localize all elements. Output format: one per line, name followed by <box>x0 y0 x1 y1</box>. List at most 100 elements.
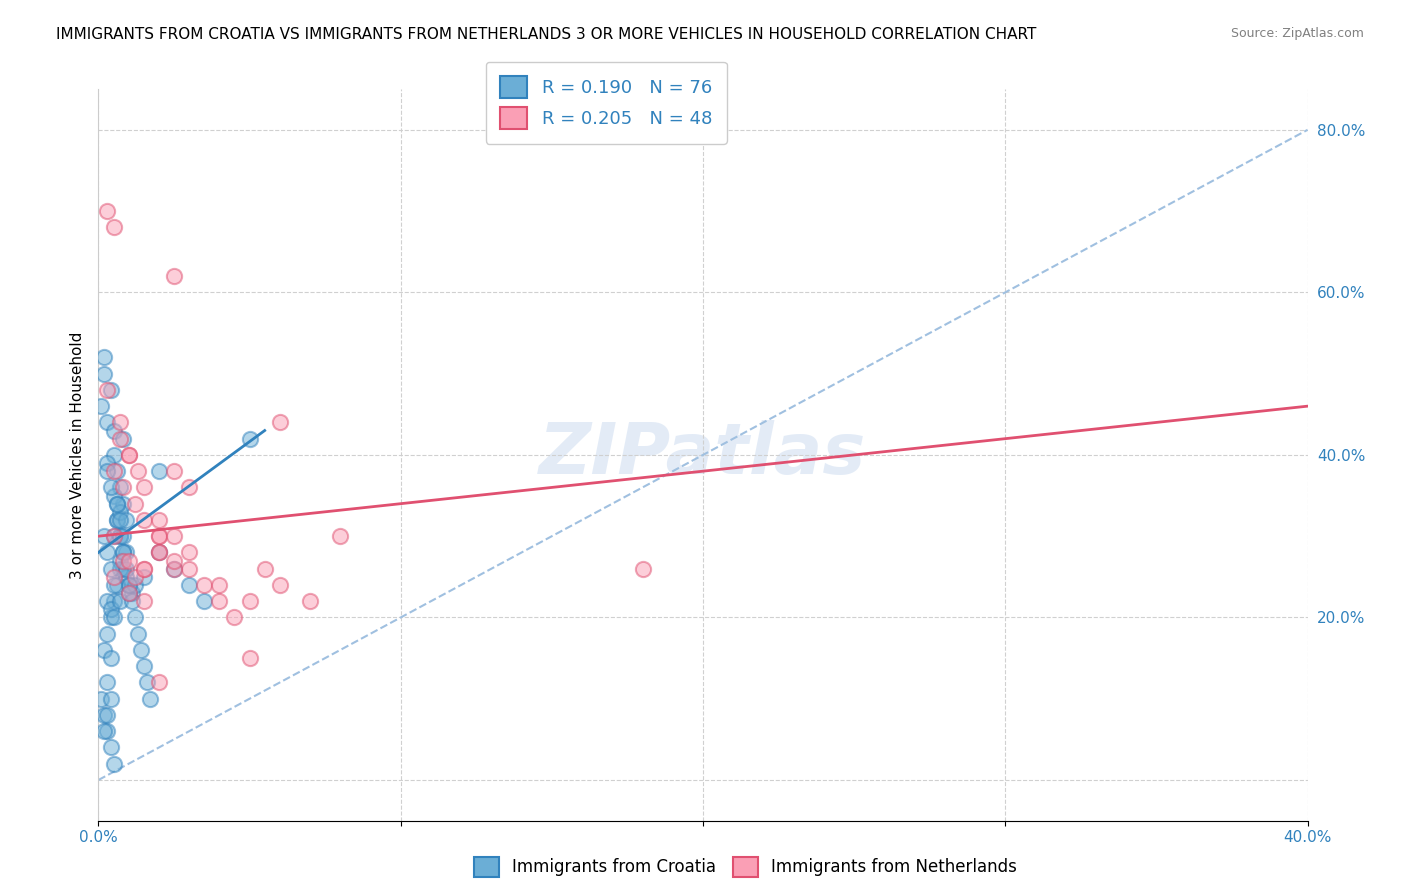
Point <box>179 578 201 592</box>
Point <box>111 529 134 543</box>
Point <box>103 529 125 543</box>
Point <box>100 480 122 494</box>
Legend: R = 0.190   N = 76, R = 0.205   N = 48: R = 0.190 N = 76, R = 0.205 N = 48 <box>486 62 727 144</box>
Point <box>329 529 352 543</box>
Point <box>100 740 122 755</box>
Point <box>239 432 262 446</box>
Point <box>105 513 128 527</box>
Point <box>148 464 170 478</box>
Point <box>93 724 115 739</box>
Point <box>108 529 131 543</box>
Point <box>121 594 143 608</box>
Point <box>90 399 112 413</box>
Point <box>103 424 125 438</box>
Point <box>179 480 201 494</box>
Point <box>163 269 186 284</box>
Point <box>114 570 136 584</box>
Text: IMMIGRANTS FROM CROATIA VS IMMIGRANTS FROM NETHERLANDS 3 OR MORE VEHICLES IN HOU: IMMIGRANTS FROM CROATIA VS IMMIGRANTS FR… <box>56 27 1036 42</box>
Point <box>163 529 186 543</box>
Point <box>127 626 149 640</box>
Point <box>129 643 152 657</box>
Text: Source: ZipAtlas.com: Source: ZipAtlas.com <box>1230 27 1364 40</box>
Point <box>148 675 170 690</box>
Point <box>96 724 118 739</box>
Point <box>105 464 128 478</box>
Point <box>105 497 128 511</box>
Point <box>111 562 134 576</box>
Point <box>179 545 201 559</box>
Point <box>193 578 215 592</box>
Point <box>631 562 654 576</box>
Point <box>114 562 136 576</box>
Point <box>108 553 131 567</box>
Point <box>105 497 128 511</box>
Point <box>108 505 131 519</box>
Point <box>108 562 131 576</box>
Point <box>93 367 115 381</box>
Point <box>108 432 131 446</box>
Point <box>118 578 141 592</box>
Point <box>132 594 155 608</box>
Point <box>253 562 276 576</box>
Point <box>96 204 118 219</box>
Point <box>96 383 118 397</box>
Point <box>148 529 170 543</box>
Point <box>100 383 122 397</box>
Point <box>108 513 131 527</box>
Point <box>208 578 231 592</box>
Point <box>105 513 128 527</box>
Point <box>111 480 134 494</box>
Point <box>132 562 155 576</box>
Point <box>269 578 291 592</box>
Point <box>124 578 146 592</box>
Point <box>96 545 118 559</box>
Text: ZIPatlas: ZIPatlas <box>540 420 866 490</box>
Point <box>163 464 186 478</box>
Point <box>100 602 122 616</box>
Point <box>163 562 186 576</box>
Point <box>118 586 141 600</box>
Point <box>96 708 118 723</box>
Point <box>108 594 131 608</box>
Point <box>103 489 125 503</box>
Point <box>163 553 186 567</box>
Point <box>193 594 215 608</box>
Point <box>124 570 146 584</box>
Point <box>111 432 134 446</box>
Point <box>224 610 246 624</box>
Point <box>93 529 115 543</box>
Point <box>118 553 141 567</box>
Legend: Immigrants from Croatia, Immigrants from Netherlands: Immigrants from Croatia, Immigrants from… <box>467 850 1024 884</box>
Point <box>179 562 201 576</box>
Point <box>100 651 122 665</box>
Point <box>132 659 155 673</box>
Point <box>118 448 141 462</box>
Point <box>208 594 231 608</box>
Point <box>139 691 162 706</box>
Point <box>111 497 134 511</box>
Point <box>105 578 128 592</box>
Point <box>269 416 291 430</box>
Point <box>103 756 125 771</box>
Point <box>96 594 118 608</box>
Point <box>93 351 115 365</box>
Point <box>121 586 143 600</box>
Point <box>103 610 125 624</box>
Point <box>114 545 136 559</box>
Point <box>100 691 122 706</box>
Point <box>108 416 131 430</box>
Point <box>135 675 157 690</box>
Point <box>103 594 125 608</box>
Point <box>111 545 134 559</box>
Point <box>90 691 112 706</box>
Point <box>100 610 122 624</box>
Point <box>103 529 125 543</box>
Point <box>103 578 125 592</box>
Point <box>132 480 155 494</box>
Point <box>148 529 170 543</box>
Point <box>118 586 141 600</box>
Point <box>108 529 131 543</box>
Point <box>96 456 118 470</box>
Point <box>111 545 134 559</box>
Point <box>111 553 134 567</box>
